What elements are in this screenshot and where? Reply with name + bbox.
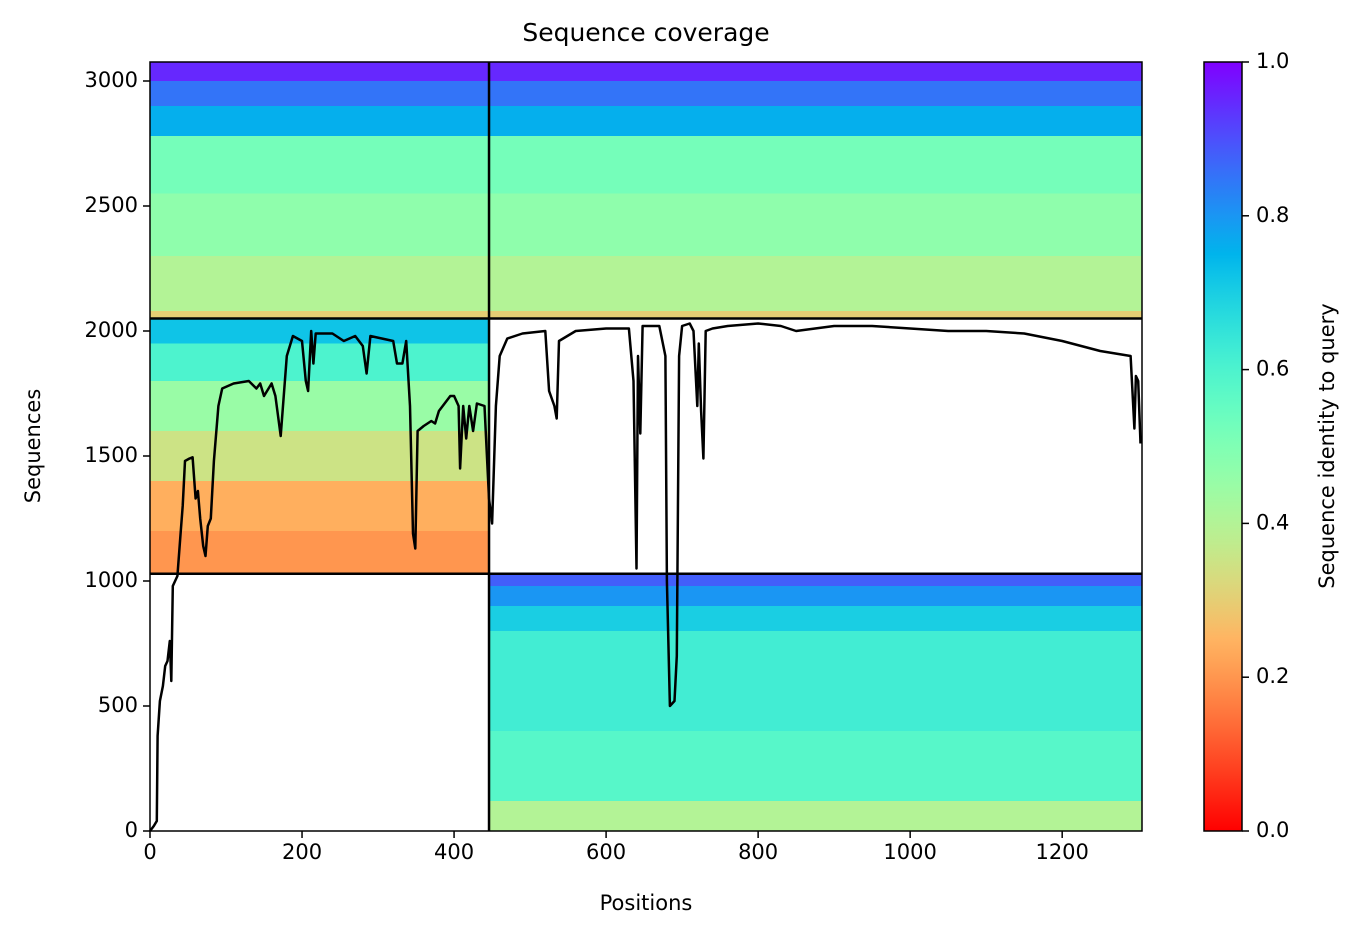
chart-title: Sequence coverage bbox=[522, 18, 769, 47]
heat-band bbox=[489, 606, 1143, 631]
heat-band bbox=[150, 311, 1142, 319]
y-tick-label: 500 bbox=[98, 693, 138, 717]
x-tick-label: 400 bbox=[434, 840, 474, 864]
x-tick-label: 600 bbox=[586, 840, 626, 864]
heat-band bbox=[150, 136, 1142, 194]
heat-band bbox=[150, 193, 1142, 256]
heat-band bbox=[150, 81, 1142, 106]
heat-band bbox=[150, 381, 490, 431]
y-tick-label: 3000 bbox=[85, 68, 138, 92]
y-tick-label: 2500 bbox=[85, 193, 138, 217]
x-tick-label: 200 bbox=[282, 840, 322, 864]
y-tick-label: 0 bbox=[125, 818, 138, 842]
y-tick-label: 1000 bbox=[85, 568, 138, 592]
heat-band bbox=[150, 106, 1142, 136]
heat-band bbox=[489, 573, 1143, 586]
colorbar-tick-label: 0.2 bbox=[1256, 664, 1289, 688]
x-tick-label: 1000 bbox=[883, 840, 936, 864]
heat-band bbox=[150, 343, 490, 381]
heat-band bbox=[150, 481, 490, 531]
heat-band bbox=[489, 801, 1143, 831]
heat-band bbox=[150, 62, 1142, 81]
heat-band bbox=[150, 431, 490, 481]
heat-band bbox=[150, 531, 490, 574]
heat-band bbox=[150, 318, 490, 344]
coverage-line bbox=[149, 322, 1142, 832]
heat-band bbox=[489, 631, 1143, 731]
colorbar-tick-label: 0.6 bbox=[1256, 357, 1289, 381]
x-tick-label: 0 bbox=[143, 840, 156, 864]
colorbar-tick-label: 0.8 bbox=[1256, 203, 1289, 227]
colorbar-label: Sequence identity to query bbox=[1315, 303, 1339, 588]
colorbar-tick-label: 0.4 bbox=[1256, 510, 1289, 534]
colorbar bbox=[1203, 61, 1243, 832]
colorbar-tick-label: 1.0 bbox=[1256, 49, 1289, 73]
y-axis-label: Sequences bbox=[21, 389, 45, 504]
heat-band bbox=[150, 256, 1142, 311]
x-tick-label: 1200 bbox=[1035, 840, 1088, 864]
x-tick-label: 800 bbox=[738, 840, 778, 864]
heat-band bbox=[489, 731, 1143, 801]
x-axis-label: Positions bbox=[600, 891, 693, 915]
plot-frame bbox=[149, 61, 1143, 832]
colorbar-tick-label: 0.0 bbox=[1256, 818, 1289, 842]
heat-band bbox=[489, 586, 1143, 606]
y-tick-label: 2000 bbox=[85, 318, 138, 342]
y-tick-label: 1500 bbox=[85, 443, 138, 467]
